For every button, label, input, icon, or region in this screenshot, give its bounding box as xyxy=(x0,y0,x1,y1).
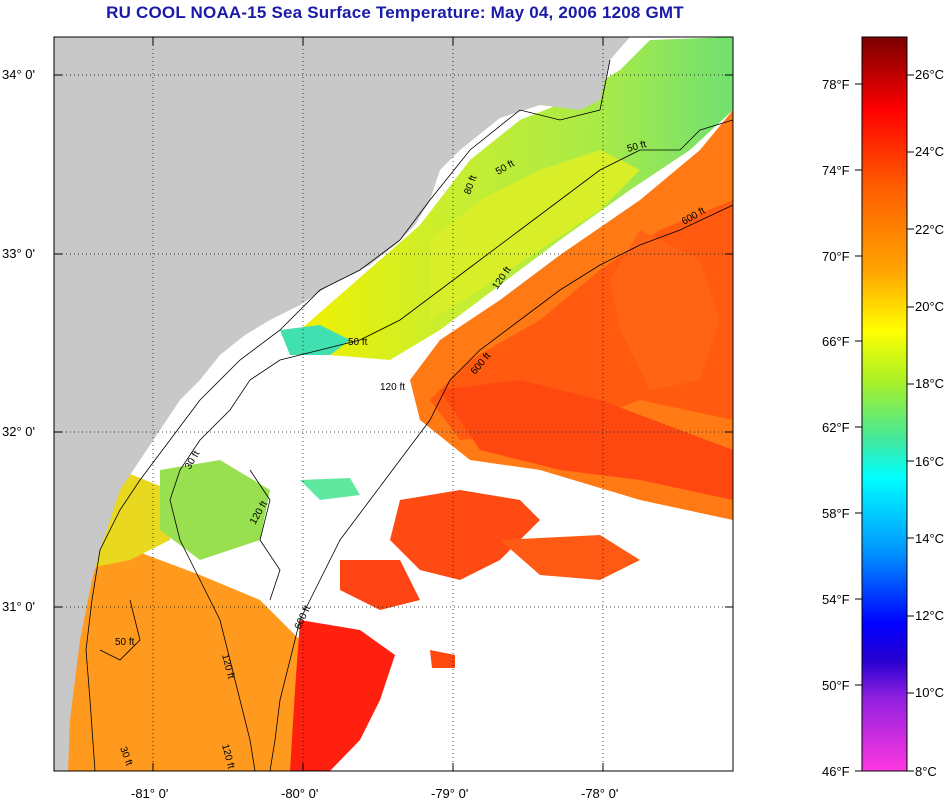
sst-red-orange-core xyxy=(440,380,733,500)
sst-teal-patch xyxy=(280,325,350,355)
cbar-c-26: 26°C xyxy=(915,67,945,82)
cbar-f-74: 74°F xyxy=(822,163,850,178)
cbar-f-58: 58°F xyxy=(822,506,850,521)
colorbar xyxy=(861,36,908,772)
sst-yellow-green-band xyxy=(430,150,640,320)
lat-label-31: 31° 0' xyxy=(2,599,35,614)
sst-south-orange xyxy=(54,545,300,771)
cbar-f-46: 46°F xyxy=(822,764,850,779)
contour-label: 50 ft xyxy=(115,637,135,648)
tick-marks xyxy=(54,37,733,771)
lat-label-33: 33° 0' xyxy=(2,246,35,261)
sst-patch-4 xyxy=(430,650,455,668)
cbar-c-14: 14°C xyxy=(915,531,945,546)
cbar-c-22: 22°C xyxy=(915,222,945,237)
cbar-c-12: 12°C xyxy=(915,608,945,623)
lon-label-79: -79° 0' xyxy=(431,786,469,801)
map-title: RU COOL NOAA-15 Sea Surface Temperature:… xyxy=(106,3,684,22)
cbar-c-24: 24°C xyxy=(915,144,945,159)
lon-label-78: -78° 0' xyxy=(581,786,619,801)
cbar-c-20: 20°C xyxy=(915,299,945,314)
sst-green-south xyxy=(160,460,270,560)
contour-label: 50 ft xyxy=(348,337,368,348)
cbar-f-54: 54°F xyxy=(822,592,850,607)
sst-south-red xyxy=(290,620,395,771)
cbar-c-18: 18°C xyxy=(915,376,945,391)
cbar-c-10: 10°C xyxy=(915,685,945,700)
cbar-f-50: 50°F xyxy=(822,678,850,693)
contour-label: 50 ft xyxy=(626,139,648,155)
sst-patch-2 xyxy=(500,535,640,580)
lon-label-81: -81° 0' xyxy=(131,786,169,801)
land-mass xyxy=(54,37,630,771)
cbar-f-70: 70°F xyxy=(822,249,850,264)
cbar-f-62: 62°F xyxy=(822,420,850,435)
cbar-c-8: 8°C xyxy=(915,764,937,779)
colorbar-ticks xyxy=(855,74,914,772)
lat-label-32: 32° 0' xyxy=(2,424,35,439)
map-content xyxy=(54,37,733,771)
depth-contours xyxy=(85,59,733,771)
cbar-c-16: 16°C xyxy=(915,454,945,469)
sst-teal-south xyxy=(300,478,360,500)
lat-label-34: 34° 0' xyxy=(2,67,35,82)
cbar-f-78: 78°F xyxy=(822,77,850,92)
contour-label: 120 ft xyxy=(380,382,405,393)
lon-label-80: -80° 0' xyxy=(281,786,319,801)
sst-patch-1 xyxy=(390,490,540,580)
sst-orange-patch xyxy=(610,230,720,390)
cbar-f-66: 66°F xyxy=(822,334,850,349)
map-border xyxy=(53,36,734,772)
sst-patch-3 xyxy=(340,560,420,610)
